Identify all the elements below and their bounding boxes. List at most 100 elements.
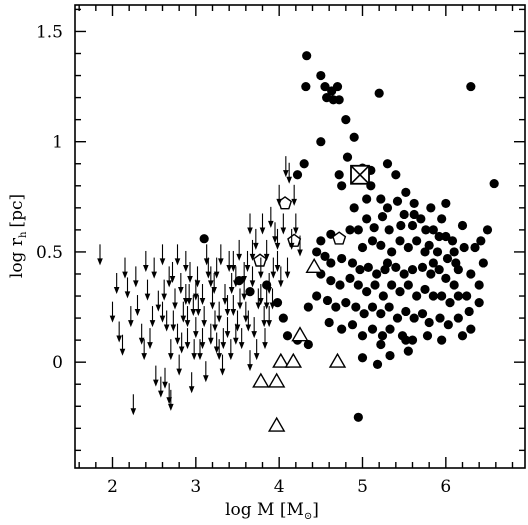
upper-limit-arrow [284,257,291,279]
upper-limit-arrow [253,339,260,361]
data-point [335,280,345,290]
arrow-head [237,302,243,310]
data-point [353,225,363,235]
upper-limit-arrow [283,156,289,178]
upper-limit-arrow [213,257,220,279]
upper-limit-arrow [230,295,237,317]
upper-limit-arrow [259,213,266,235]
arrow-head [274,242,281,250]
data-point [403,242,413,253]
upper-limit-arrow [97,244,103,266]
upper-limit-arrow [291,184,297,206]
data-point [369,223,379,233]
upper-limit-arrow [249,239,256,261]
upper-limit-arrow [134,295,141,317]
data-point [437,335,447,345]
data-point [453,313,463,323]
arrow-head [184,342,191,350]
data-point [341,298,351,308]
upper-limit-arrow [208,323,214,345]
arrow-head [249,253,256,261]
upper-limit-arrow [286,162,292,184]
data-point [374,88,384,98]
data-point [301,81,311,92]
upper-limit-arrow [263,239,270,261]
data-point [449,247,459,257]
sun-symbol: ⊙ [304,511,312,522]
arrow-head [216,353,222,361]
upper-limit-arrow [249,266,256,288]
arrow-head [159,315,166,323]
data-point [303,302,313,312]
data-point [357,331,368,341]
upper-limit-arrow [199,284,206,306]
data-point [347,320,358,330]
upper-limit-arrow [188,372,195,394]
arrow-head [199,342,206,350]
data-point [441,198,451,209]
data-point [299,159,309,169]
arrow-head [220,342,227,350]
arrow-head [276,198,282,206]
upper-limit-arrow [176,354,182,376]
data-point [362,194,372,204]
upper-limit-arrow [253,228,259,250]
upper-limit-arrow [149,306,156,328]
upper-limit-arrow [228,339,234,361]
arrow-head [109,315,116,323]
arrow-head [205,271,212,279]
arrow-head [233,337,239,345]
arrow-head [261,320,267,328]
upper-limit-arrow [193,279,199,301]
arrow-head [238,342,245,350]
arrow-head [174,258,181,266]
arrow-head [259,227,266,235]
data-point [395,236,405,246]
arrow-head [180,315,187,323]
upper-limit-arrow [208,266,214,288]
data-point [312,291,322,301]
arrow-head [247,364,253,372]
data-point [441,231,451,242]
data-point [362,287,372,297]
upper-limit-arrow [151,257,157,279]
upper-limit-arrow [212,310,218,332]
upper-limit-arrow [162,367,168,389]
upper-limit-arrow [266,306,272,328]
upper-limit-arrow [170,310,177,332]
upper-limit-arrow [226,250,232,272]
arrow-head [293,227,299,235]
upper-limit-arrow [247,350,253,372]
arrow-head [174,337,181,345]
upper-limit-arrow [220,328,227,350]
arrow-head [241,275,247,283]
arrow-head [151,271,157,279]
arrow-head [195,309,202,317]
data-point [434,264,444,275]
upper-limit-arrow [274,228,281,250]
arrow-head [212,324,218,332]
arrow-head [113,287,120,295]
triangle-point [305,257,323,274]
data-point [412,291,422,301]
upper-limit-arrow [244,250,251,272]
arrow-head [263,253,270,261]
boxed-x-diagonal [350,165,370,185]
upper-limit-arrow [216,339,222,361]
arrow-head [178,287,184,295]
upper-limit-arrow [269,288,276,310]
upper-limit-arrow [247,213,253,235]
data-point [316,236,326,246]
upper-limit-arrow [211,273,217,295]
upper-limit-arrow [158,376,164,398]
upper-limit-arrow [224,317,231,339]
arrow-head [188,386,195,394]
upper-limit-arrow [180,301,187,323]
data-point [421,225,431,235]
upper-limit-arrow [270,257,277,279]
data-point [382,203,393,213]
upper-limit-arrow [147,328,153,350]
x-tick-label: 6 [440,477,451,497]
data-point [245,287,255,297]
